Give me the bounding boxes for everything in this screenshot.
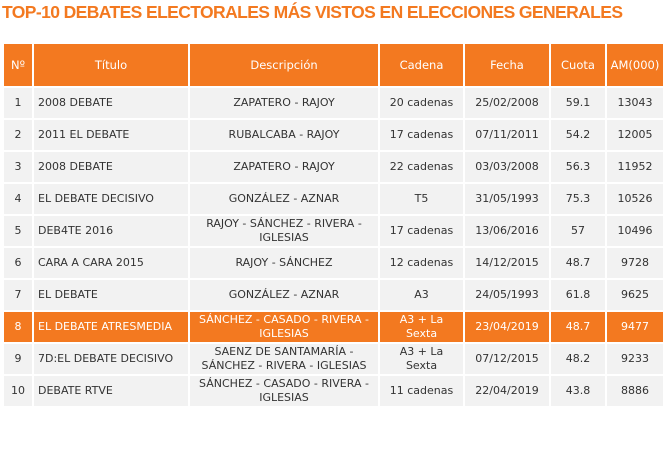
table-cell: A3 + La Sexta [378, 342, 465, 376]
table-row: 5 DEB4TE 2016 RAJOY - SÁNCHEZ - RIVERA - I… [2, 214, 665, 248]
table-cell: 1 [2, 86, 34, 120]
table-cell: 9 [2, 342, 34, 376]
table-cell: 43.8 [549, 374, 607, 408]
table-cell: 2008 DEBATE [32, 150, 190, 184]
table-cell: 56.3 [549, 150, 607, 184]
table-cell: 3 [2, 150, 34, 184]
table-cell: 75.3 [549, 182, 607, 216]
table-cell: 11 cadenas [378, 374, 465, 408]
table-cell: 10526 [605, 182, 665, 216]
header-cell: Título [32, 42, 190, 88]
table-cell: 12005 [605, 118, 665, 152]
header-row: Nº Título Descripción Cadena Fecha Cuota AM(00… [2, 42, 665, 88]
table-cell: 57 [549, 214, 607, 248]
table-cell: 48.7 [549, 246, 607, 280]
table-cell: 07/12/2015 [463, 342, 551, 376]
table-cell: GONZÁLEZ - AZNAR [188, 278, 380, 312]
table-cell: RUBALCABA - RAJOY [188, 118, 380, 152]
table-cell: GONZÁLEZ - AZNAR [188, 182, 380, 216]
table-cell: 2008 DEBATE [32, 86, 190, 120]
debates-table: Nº Título Descripción Cadena Fecha Cuota AM(00… [2, 42, 665, 408]
table-cell: 7D:EL DEBATE DECISIVO [32, 342, 190, 376]
table-cell: 14/12/2015 [463, 246, 551, 280]
table-cell: 9625 [605, 278, 665, 312]
table-cell: RAJOY - SÁNCHEZ - RIVERA - IGLESIAS [188, 214, 380, 248]
table-cell: 10496 [605, 214, 665, 248]
table-cell: 48.2 [549, 342, 607, 376]
table-cell: SÁNCHEZ - CASADO - RIVERA - IGLESIAS [188, 310, 380, 344]
table-row: 3 2008 DEBATE ZAPATERO - RAJOY 22 cadenas 03… [2, 150, 665, 184]
table-cell: 23/04/2019 [463, 310, 551, 344]
table-cell: 59.1 [549, 86, 607, 120]
table-cell: 2 [2, 118, 34, 152]
table-row: 1 2008 DEBATE ZAPATERO - RAJOY 20 cadenas 25… [2, 86, 665, 120]
table-cell: 10 [2, 374, 34, 408]
table-cell: 9477 [605, 310, 665, 344]
table-cell: EL DEBATE DECISIVO [32, 182, 190, 216]
table-cell: 25/02/2008 [463, 86, 551, 120]
header-cell: Descripción [188, 42, 380, 88]
table-row: 7 EL DEBATE GONZÁLEZ - AZNAR A3 24/05/1993 61… [2, 278, 665, 312]
table-cell: EL DEBATE ATRESMEDIA [32, 310, 190, 344]
header-cell: Cadena [378, 42, 465, 88]
table-cell: A3 [378, 278, 465, 312]
table-cell: 22 cadenas [378, 150, 465, 184]
header-cell: Nº [2, 42, 34, 88]
table-row: 6 CARA A CARA 2015 RAJOY - SÁNCHEZ 12 caden… [2, 246, 665, 280]
table-cell: 12 cadenas [378, 246, 465, 280]
table-cell: ZAPATERO - RAJOY [188, 150, 380, 184]
table-cell: 13/06/2016 [463, 214, 551, 248]
table-cell: 03/03/2008 [463, 150, 551, 184]
table-cell: 9233 [605, 342, 665, 376]
header-cell: Fecha [463, 42, 551, 88]
table-cell: CARA A CARA 2015 [32, 246, 190, 280]
table-row: 4 EL DEBATE DECISIVO GONZÁLEZ - AZNAR T5 31/… [2, 182, 665, 216]
table-cell: 11952 [605, 150, 665, 184]
table-cell: DEBATE RTVE [32, 374, 190, 408]
table-cell: 48.7 [549, 310, 607, 344]
table-cell: SAENZ DE SANTAMARÍA - SÁNCHEZ - RIVERA -… [188, 342, 380, 376]
table-cell: 31/05/1993 [463, 182, 551, 216]
table-row: 10 DEBATE RTVE SÁNCHEZ - CASADO - RIVERA -… [2, 374, 665, 408]
header-cell: Cuota [549, 42, 607, 88]
table-cell: SÁNCHEZ - CASADO - RIVERA - IGLESIAS [188, 374, 380, 408]
table-cell: EL DEBATE [32, 278, 190, 312]
table-cell: 17 cadenas [378, 214, 465, 248]
table-cell: 8886 [605, 374, 665, 408]
table-cell: 7 [2, 278, 34, 312]
table-cell: ZAPATERO - RAJOY [188, 86, 380, 120]
title: TOP-10 DEBATES ELECTORALES MÁS VISTOS EN… [2, 2, 623, 22]
table-cell: 8 [2, 310, 34, 344]
table-cell: 07/11/2011 [463, 118, 551, 152]
table-cell: 4 [2, 182, 34, 216]
table-cell: 22/04/2019 [463, 374, 551, 408]
table-cell: 2011 EL DEBATE [32, 118, 190, 152]
table-cell: 9728 [605, 246, 665, 280]
table-row: 2 2011 EL DEBATE RUBALCABA - RAJOY 17 caden… [2, 118, 665, 152]
table-cell: 20 cadenas [378, 86, 465, 120]
table-cell: A3 + La Sexta [378, 310, 465, 344]
table-cell: RAJOY - SÁNCHEZ [188, 246, 380, 280]
table-cell: DEB4TE 2016 [32, 214, 190, 248]
table-cell: 13043 [605, 86, 665, 120]
table-cell: 6 [2, 246, 34, 280]
table-cell: T5 [378, 182, 465, 216]
table-cell: 17 cadenas [378, 118, 465, 152]
header-cell: AM(000) [605, 42, 665, 88]
table-cell: 54.2 [549, 118, 607, 152]
table-cell: 24/05/1993 [463, 278, 551, 312]
table-cell: 61.8 [549, 278, 607, 312]
table-body: 1 2008 DEBATE ZAPATERO - RAJOY 20 cadenas 25… [2, 86, 665, 408]
table-row: 9 7D:EL DEBATE DECISIVO SAENZ DE SANTAMARÍ… [2, 342, 665, 376]
table-cell: 5 [2, 214, 34, 248]
table-row: 8 EL DEBATE ATRESMEDIA SÁNCHEZ - CASADO - … [2, 310, 665, 344]
